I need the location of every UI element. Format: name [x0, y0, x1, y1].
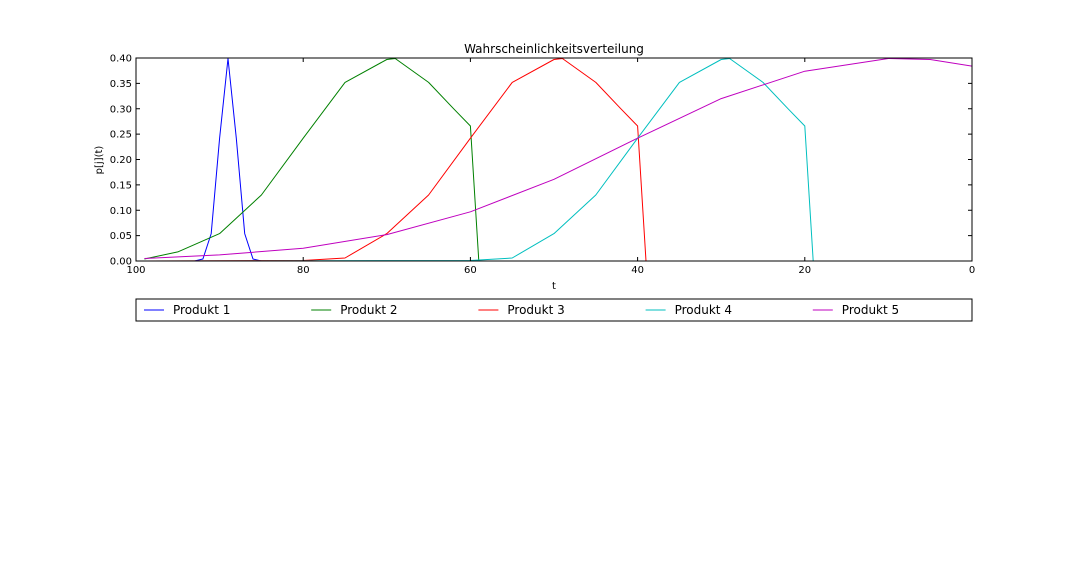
y-tick-label: 0.00: [110, 257, 132, 268]
x-tick-label: 0: [969, 265, 975, 276]
legend-label: Produkt 2: [340, 303, 397, 317]
x-tick-label: 20: [798, 265, 811, 276]
legend: Produkt 1 Produkt 2 Produkt 3 Produkt 4 Prod…: [135, 298, 973, 322]
y-tick-label: 0.20: [110, 155, 132, 166]
series-line-4: [144, 58, 972, 261]
x-tick-label: 60: [464, 265, 477, 276]
series-line-3: [144, 58, 972, 261]
ticks-layer: 100 80 60 40 20 0 0.00 0.05 0.10 0.15 0.20 0.25 0.30…: [110, 54, 975, 277]
y-tick-label: 0.05: [110, 231, 132, 242]
y-tick-label: 0.10: [110, 206, 132, 217]
x-tick-label: 40: [631, 265, 644, 276]
series-layer: [144, 58, 972, 261]
y-axis-label: p[j](t): [94, 146, 105, 175]
legend-label: Produkt 4: [675, 303, 732, 317]
series-line-5: [144, 58, 972, 259]
x-tick-label: 80: [297, 265, 310, 276]
chart-title: Wahrscheinlichkeitsverteilung: [464, 42, 644, 56]
legend-entry: Produkt 1: [144, 303, 230, 317]
legend-entry: Produkt 4: [645, 303, 732, 317]
legend-entry: Produkt 2: [311, 303, 398, 317]
y-tick-label: 0.30: [110, 104, 132, 115]
legend-label: Produkt 3: [507, 303, 564, 317]
y-tick-label: 0.15: [110, 180, 132, 191]
y-tick-label: 0.35: [110, 79, 132, 90]
legend-entries: Produkt 1 Produkt 2 Produkt 3 Produkt 4 Prod…: [144, 303, 899, 317]
legend-label: Produkt 5: [842, 303, 899, 317]
legend-entry: Produkt 3: [478, 303, 565, 317]
x-tick-label: 100: [126, 265, 145, 276]
series-line-2: [144, 58, 972, 261]
y-tick-label: 0.25: [110, 130, 132, 141]
x-axis-label: t: [552, 281, 556, 292]
legend-frame: [135, 298, 973, 322]
legend-entry: Produkt 5: [812, 303, 899, 317]
legend-label: Produkt 1: [173, 303, 230, 317]
y-tick-label: 0.40: [110, 54, 132, 65]
series-line-1: [144, 58, 972, 261]
